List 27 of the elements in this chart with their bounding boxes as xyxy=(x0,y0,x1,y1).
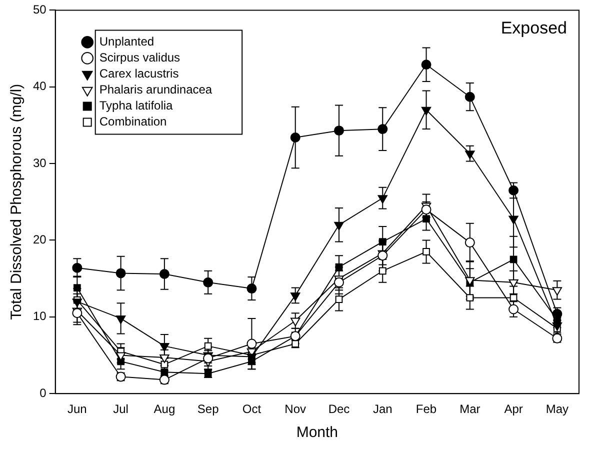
x-tick-label: Oct xyxy=(242,402,262,416)
legend-label: Phalaris arundinacea xyxy=(99,82,212,97)
y-axis-title: Total Dissolved Phosphorous (mg/l) xyxy=(8,84,26,320)
x-tick-label: Aug xyxy=(154,402,176,416)
legend-label: Carex lacustris xyxy=(99,66,179,81)
y-tick-label: 20 xyxy=(32,232,47,247)
x-tick-label: Mar xyxy=(460,402,480,416)
x-tick-label: Nov xyxy=(284,402,306,416)
legend-label: Combination xyxy=(99,114,167,129)
legend-label: Scirpus validus xyxy=(99,50,180,65)
y-tick-label: 30 xyxy=(32,156,47,170)
x-tick-label: Jan xyxy=(372,402,392,416)
y-tick-label: 40 xyxy=(32,79,47,94)
legend-label: Typha latifolia xyxy=(99,98,174,113)
x-tick-label: Sep xyxy=(197,402,220,416)
annotation: Exposed xyxy=(500,18,567,38)
x-tick-label: Feb xyxy=(416,402,437,416)
y-tick-label: 50 xyxy=(32,2,47,17)
x-tick-label: Jul xyxy=(113,402,128,416)
legend-label: Unplanted xyxy=(99,34,154,49)
x-axis-title: Month xyxy=(296,424,338,442)
y-tick-label: 10 xyxy=(32,309,47,324)
y-tick-label: 0 xyxy=(40,386,47,400)
x-tick-label: Apr xyxy=(504,402,523,416)
x-tick-label: May xyxy=(546,402,569,416)
x-tick-label: Dec xyxy=(328,402,350,416)
x-tick-label: Jun xyxy=(67,402,87,416)
